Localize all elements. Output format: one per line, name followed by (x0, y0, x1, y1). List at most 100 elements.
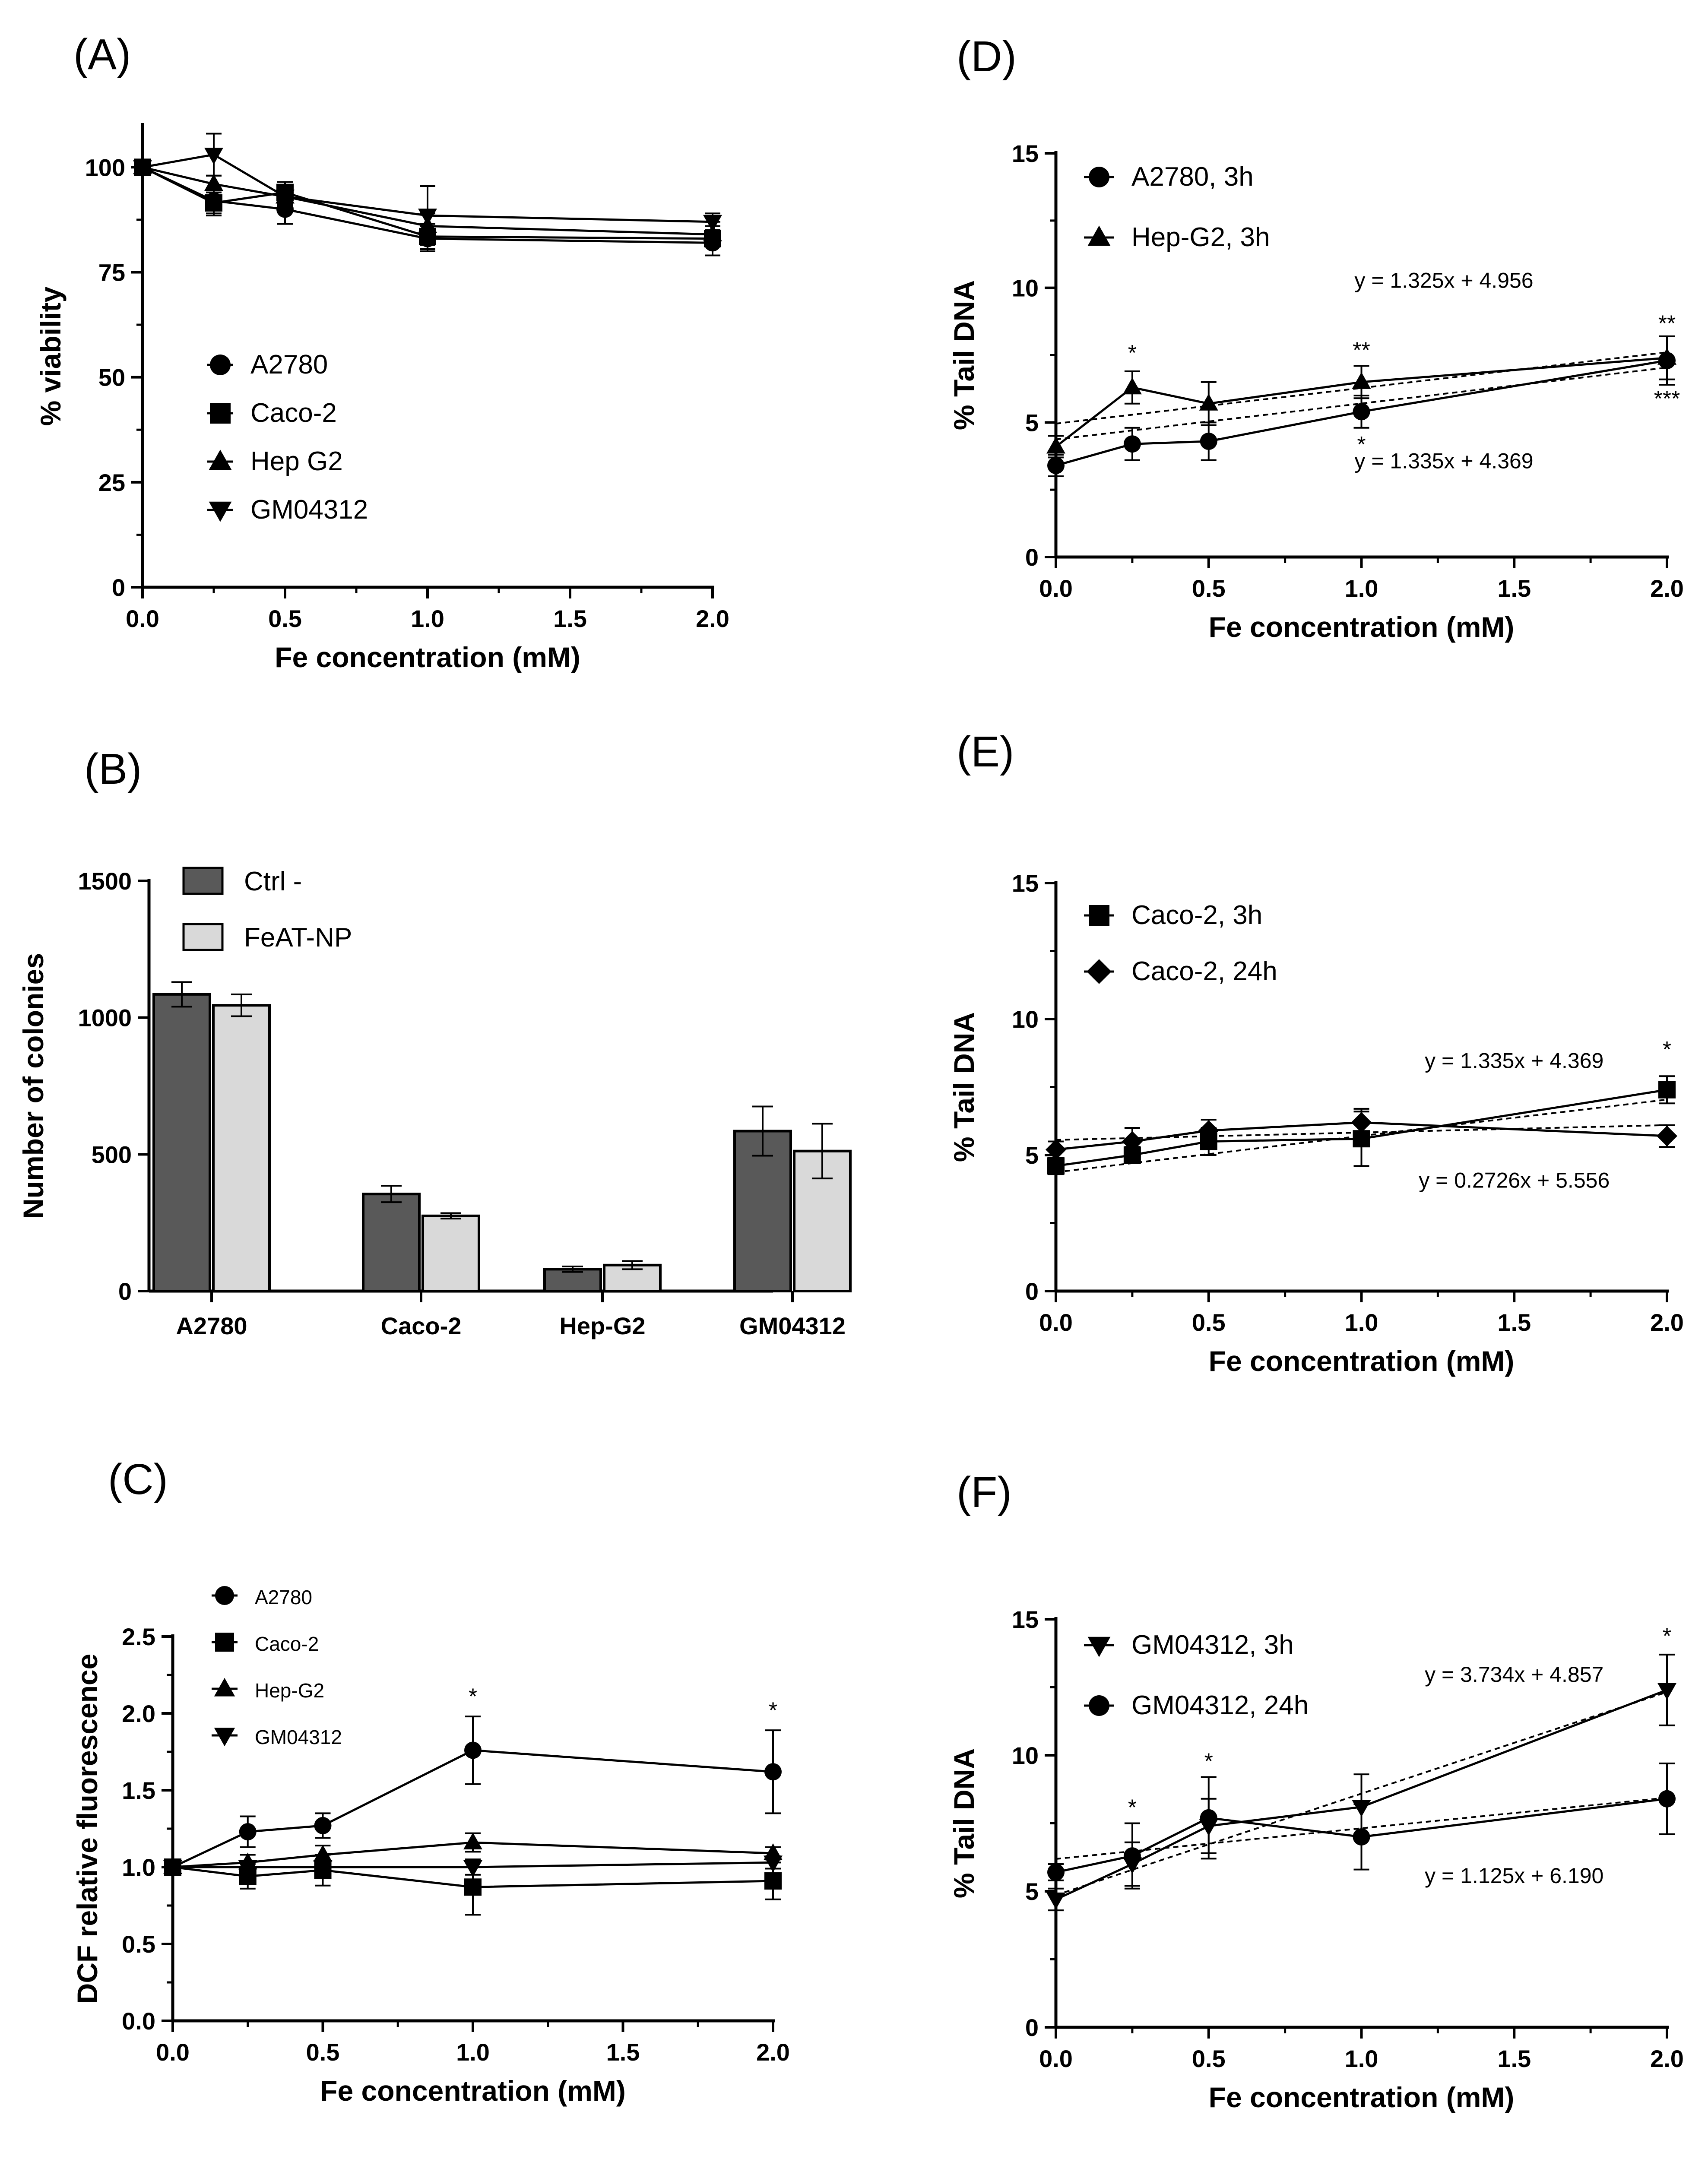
legend-swatch (182, 923, 224, 951)
panel-label-d: (D) (957, 32, 1017, 81)
data-point (463, 1833, 482, 1850)
legend-label: GM04312 (255, 1726, 342, 1748)
data-point (1047, 1863, 1065, 1881)
fit-line-0 (1055, 367, 1667, 440)
x-tick-label: 1.5 (606, 2039, 640, 2066)
data-point (1046, 437, 1065, 454)
y-tick-label: 75 (98, 259, 125, 286)
data-point (1353, 403, 1370, 421)
data-point (1046, 1139, 1066, 1160)
x-tick-label: 2.0 (696, 605, 729, 632)
y-tick-label: 2.5 (122, 1623, 155, 1650)
x-tick-label: A2780 (176, 1312, 247, 1339)
legend-label: GM04312, 24h (1131, 1690, 1309, 1720)
series-caco-2-24h (1046, 1108, 1677, 1160)
y-tick-label: 0 (118, 1278, 132, 1305)
fit-line-1 (1055, 1797, 1667, 1860)
data-point (764, 1872, 782, 1890)
data-point (1351, 1112, 1372, 1133)
x-tick-label: 2.0 (756, 2039, 790, 2066)
y-tick-label: 0 (112, 574, 125, 601)
x-tick-label: Hep-G2 (559, 1312, 645, 1339)
significance-marker: * (1663, 1037, 1671, 1062)
legend-label: GM04312, 3h (1131, 1630, 1294, 1660)
legend-label: Caco-2 (250, 398, 337, 428)
x-tick-label: 0.5 (306, 2039, 340, 2066)
y-tick-label: 15 (1012, 140, 1039, 167)
chart-panel-e: 0.0 0.5 1.0 1.5 2.0 0 5 10 15 Fe concentration (m… (948, 870, 1684, 1377)
x-tick-label: 1.5 (1497, 2045, 1531, 2072)
panel-label-e: (E) (957, 728, 1014, 776)
data-point (703, 215, 722, 232)
series-gm04312 (163, 1855, 783, 1877)
legend-label: Ctrl - (244, 867, 302, 896)
data-point (1122, 377, 1142, 395)
y-tick-label: 1500 (78, 867, 132, 895)
legend-marker (1087, 225, 1111, 246)
legend-marker (214, 1728, 235, 1747)
legend-label: Hep-G2 (255, 1679, 324, 1702)
x-tick-label: GM04312 (739, 1312, 846, 1339)
x-axis-title: Fe concentration (mM) (1209, 1345, 1515, 1377)
y-tick-label: 500 (92, 1141, 132, 1168)
legend-label: Hep G2 (250, 446, 343, 476)
legend-marker (1089, 1695, 1109, 1716)
x-tick-label: Caco-2 (381, 1312, 462, 1339)
x-tick-label: 0.5 (1192, 1309, 1226, 1336)
data-point (238, 1860, 257, 1877)
legend-label: A2780 (255, 1586, 312, 1608)
legend: A2780 Caco-2 Hep G2 GM04312 (207, 350, 368, 525)
y-tick-label: 2.0 (122, 1700, 155, 1727)
data-point (163, 1860, 182, 1877)
series-gm04312-24h (1047, 1762, 1676, 1890)
data-point (1658, 1790, 1676, 1808)
data-point (314, 1817, 332, 1834)
series-hep-g2-3h (1046, 335, 1676, 459)
legend-marker (1089, 905, 1109, 926)
legend-marker (1089, 167, 1109, 187)
chart-panel-c: 0.0 0.5 1.0 1.5 2.0 0.0 0.5 1.0 1.5 2.0 2.5 Fe conc… (71, 1586, 790, 2107)
equation-label: y = 1.335x + 4.369 (1425, 1048, 1603, 1073)
y-tick-label: 100 (85, 154, 125, 181)
x-tick-label: 1.0 (411, 605, 444, 632)
significance-marker: ** (1658, 311, 1676, 336)
chart-panel-d: 0.0 0.5 1.0 1.5 2.0 0 5 10 15 Fe concentration (m… (948, 140, 1684, 643)
legend-label: GM04312 (250, 495, 368, 525)
data-point (133, 160, 152, 177)
legend: A2780 Caco-2 Hep-G2 GM04312 (212, 1586, 342, 1748)
x-tick-label: 0.5 (1192, 2045, 1226, 2072)
x-tick-label: 1.5 (1497, 575, 1531, 602)
data-point (1122, 1131, 1143, 1152)
significance-marker: * (769, 1698, 777, 1723)
data-point (1353, 1828, 1370, 1846)
legend-marker (210, 355, 231, 375)
data-point (464, 1878, 482, 1896)
y-tick-label: 50 (98, 364, 125, 391)
legend-label: A2780, 3h (1131, 162, 1254, 192)
x-tick-label: 2.0 (1650, 1309, 1684, 1336)
data-point (204, 148, 223, 165)
bar (543, 1268, 602, 1292)
data-point (764, 1763, 782, 1781)
data-point (204, 174, 223, 191)
data-point (239, 1823, 257, 1841)
y-axis-title: % Tail DNA (948, 1748, 980, 1898)
x-tick-label: 1.0 (1345, 1309, 1378, 1336)
legend-label: Caco-2, 24h (1131, 956, 1277, 986)
legend-label: Hep-G2, 3h (1131, 222, 1270, 252)
significance-marker: * (1128, 1795, 1137, 1820)
y-axis-title: % viability (35, 286, 67, 426)
significance-marker: * (1204, 1749, 1213, 1774)
y-tick-label: 1.0 (122, 1854, 155, 1881)
bar (362, 1193, 421, 1293)
y-tick-label: 25 (98, 469, 125, 496)
data-point (1123, 1847, 1141, 1865)
x-tick-label: 2.0 (1650, 575, 1684, 602)
y-tick-label: 10 (1012, 275, 1039, 302)
y-tick-label: 0 (1025, 2014, 1039, 2041)
y-axis-title: DCF relative fluorescence (71, 1654, 103, 2004)
chart-panel-b: 0 500 1000 1500 Number of colonies A2780 Caco-… (17, 867, 852, 1339)
data-point (1657, 1125, 1677, 1146)
x-tick-label: 0.0 (1039, 2045, 1073, 2072)
